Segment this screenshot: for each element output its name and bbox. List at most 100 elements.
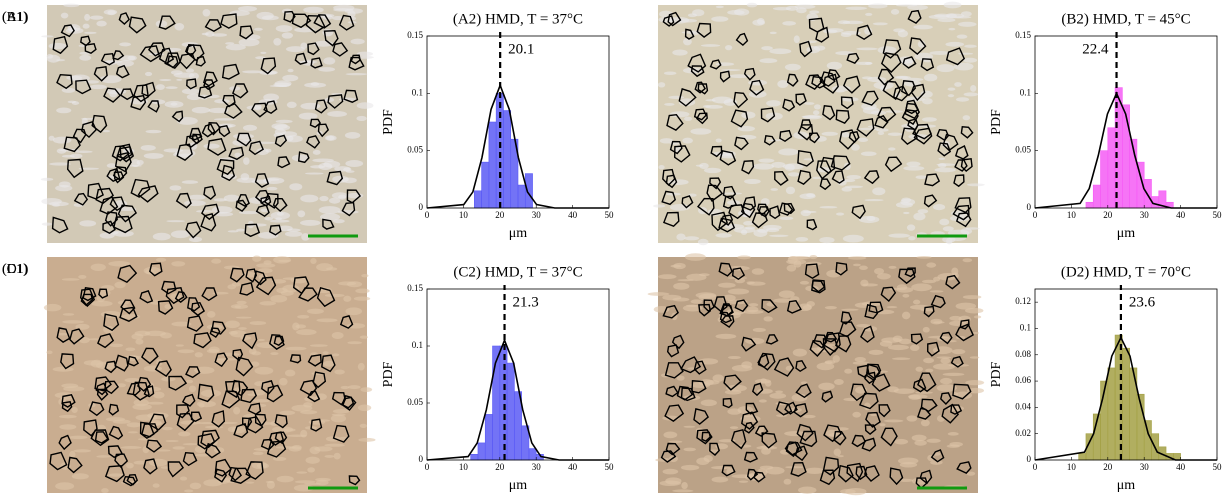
cell-outline: [667, 11, 682, 27]
cell-outline: [752, 382, 764, 397]
cell-outline: [207, 138, 227, 156]
texture: [940, 357, 951, 364]
cell-outline: [94, 431, 109, 444]
texture: [155, 449, 171, 452]
cell-outline: [348, 56, 365, 71]
cell-outline: [326, 170, 344, 186]
cell-outline: [310, 57, 323, 69]
texture: [144, 330, 167, 337]
y-tick-label: 0.02: [1015, 428, 1031, 438]
texture: [294, 480, 316, 484]
x-tick-label: 30: [532, 210, 542, 220]
texture: [345, 73, 368, 76]
x-tick-label: 0: [425, 462, 430, 472]
texture: [963, 57, 978, 63]
y-tick-label: 0.05: [407, 397, 423, 407]
texture: [152, 483, 160, 488]
cell-outline: [909, 37, 927, 56]
texture: [325, 436, 341, 442]
cell-outline: [743, 421, 755, 434]
texture: [78, 167, 99, 170]
texture: [326, 135, 335, 141]
fit-curve: [1034, 91, 1217, 209]
texture: [322, 351, 329, 355]
texture: [937, 18, 956, 23]
texture: [737, 255, 751, 260]
cell-outline: [146, 439, 163, 453]
cell-outline: [117, 264, 138, 284]
x-tick-label: 20: [495, 210, 505, 220]
cell-outline: [149, 262, 163, 277]
x-tick-label: 10: [459, 462, 469, 472]
x-tick-label: 20: [495, 462, 505, 472]
histogram-bar: [1107, 127, 1116, 209]
texture: [876, 273, 891, 280]
cell-outline: [116, 143, 133, 160]
texture: [303, 402, 313, 408]
texture: [256, 342, 278, 349]
texture: [242, 138, 256, 142]
texture: [973, 315, 982, 319]
cell-outline: [239, 25, 254, 40]
texture: [659, 480, 681, 487]
cell-outline: [100, 52, 115, 66]
texture: [346, 323, 366, 329]
cell-outline: [82, 287, 97, 302]
x-axis-label: μm: [1117, 478, 1136, 493]
cell-outline: [52, 35, 69, 55]
texture: [343, 295, 352, 302]
texture: [266, 186, 278, 191]
cell-outline: [236, 132, 252, 147]
cell-outline: [228, 146, 245, 161]
cell-outline: [809, 339, 826, 358]
texture: [155, 84, 165, 90]
cell-outline: [81, 120, 97, 139]
texture: [353, 296, 371, 301]
cell-outline: [186, 78, 197, 90]
texture: [724, 389, 742, 395]
texture: [252, 451, 264, 456]
texture: [715, 233, 732, 238]
texture: [922, 326, 930, 333]
cell-outline: [662, 304, 679, 319]
cell-outline: [660, 450, 677, 463]
cell-outline: [901, 109, 919, 126]
texture: [144, 71, 153, 77]
cell-outline: [709, 59, 722, 70]
cell-outline: [923, 194, 938, 208]
texture: [860, 151, 877, 157]
texture: [300, 410, 318, 415]
texture: [879, 423, 886, 427]
texture: [823, 29, 838, 34]
texture: [865, 61, 873, 65]
texture: [876, 128, 889, 132]
texture: [690, 299, 703, 304]
texture: [903, 211, 910, 215]
texture: [333, 8, 354, 12]
cell-outline: [669, 140, 683, 155]
texture: [107, 10, 116, 16]
texture: [721, 192, 743, 195]
texture: [912, 299, 921, 305]
texture: [955, 302, 977, 310]
cell-outline: [719, 70, 731, 83]
cell-outline: [864, 424, 877, 436]
chart-title: (B2) HMD, T = 45°C: [1061, 11, 1190, 27]
texture: [275, 25, 293, 32]
cell-outline: [882, 80, 901, 101]
texture: [958, 52, 974, 55]
texture: [699, 162, 709, 170]
cell-outline: [710, 145, 723, 158]
texture: [821, 131, 838, 136]
texture: [752, 327, 766, 332]
texture: [185, 379, 194, 384]
cell-outline: [209, 327, 221, 339]
x-tick-label: 0: [1033, 210, 1038, 220]
cell-outline: [147, 42, 166, 57]
texture: [951, 349, 966, 355]
cell-outline: [904, 267, 916, 278]
texture: [300, 194, 319, 203]
texture: [647, 292, 670, 296]
texture: [133, 460, 147, 465]
texture: [939, 218, 950, 226]
